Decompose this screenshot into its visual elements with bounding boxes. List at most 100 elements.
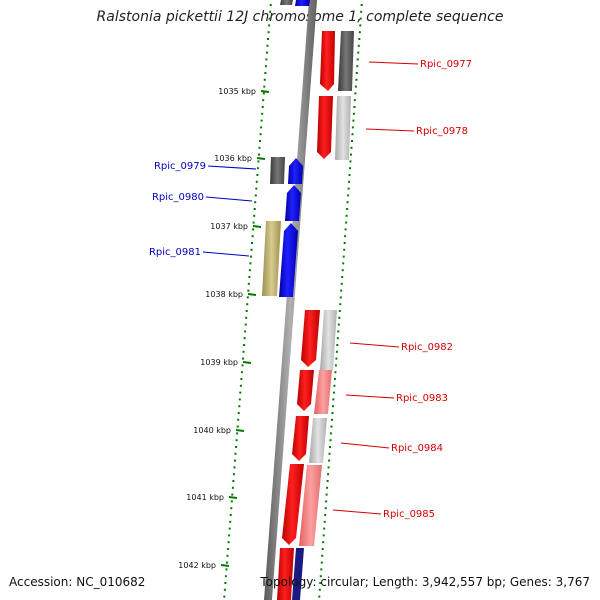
tick-dot <box>330 432 332 435</box>
gene-arrow-rpic-0977 <box>320 31 335 91</box>
gene-arrow-rpic-0982 <box>301 310 320 367</box>
tick-dot <box>323 520 326 523</box>
tick-dot <box>358 31 361 34</box>
tick-dot <box>324 507 327 510</box>
tick-dot <box>342 262 345 265</box>
tick-dot <box>229 520 232 523</box>
tick-dot <box>232 473 235 476</box>
tick-dot <box>337 330 340 333</box>
tick-dot <box>234 459 236 462</box>
map-title: Ralstonia pickettii 12J chromosome 1, co… <box>96 9 504 25</box>
tick-dot <box>344 228 347 231</box>
tick-dot <box>353 99 356 102</box>
gene-arrow-rpic-0981 <box>279 223 298 297</box>
tick-dot <box>242 350 245 353</box>
tick-dot <box>239 384 242 387</box>
tick-dot <box>223 595 226 598</box>
tick-dot <box>241 364 244 367</box>
tick-dot <box>244 330 247 333</box>
tick-dot <box>256 167 259 170</box>
tick-dot <box>331 418 333 421</box>
tick-dot <box>240 378 243 380</box>
feature-block <box>314 370 332 414</box>
feature-block <box>338 31 354 91</box>
tick-dot <box>227 541 230 544</box>
tick-dot <box>332 398 335 401</box>
tick-dot <box>266 44 269 47</box>
gene-label-rpic-0981: Rpic_0981 <box>149 247 201 258</box>
tick-dot <box>252 221 255 224</box>
tick-dot <box>327 466 330 469</box>
tick-dot <box>250 248 253 251</box>
gene-track <box>277 0 335 600</box>
tick-dot <box>344 235 347 238</box>
tick-dot <box>251 235 254 238</box>
tick-dot <box>324 514 327 516</box>
tick-dot <box>246 303 249 306</box>
outer-tick-track <box>318 4 363 598</box>
tick-dot <box>260 126 263 129</box>
feature-block <box>309 418 327 463</box>
scale-tick <box>260 90 270 93</box>
tick-dot <box>269 10 272 13</box>
scale-label: 1042 kbp <box>178 561 216 570</box>
tick-dot <box>261 106 264 108</box>
tick-dot <box>251 242 253 244</box>
tick-dot <box>248 276 251 278</box>
tick-dot <box>352 119 355 122</box>
tick-dot <box>328 459 331 462</box>
gene-labels-reverse: Rpic_0979 Rpic_0980 Rpic_0981 <box>149 161 257 258</box>
tick-dot <box>238 398 241 401</box>
tick-dot <box>351 126 354 129</box>
tick-dot <box>342 255 345 258</box>
leader-line <box>345 394 395 399</box>
feature-block <box>335 96 351 160</box>
scale-label: 1036 kbp <box>214 154 252 163</box>
tick-dot <box>343 248 346 251</box>
feature-block <box>320 310 337 370</box>
feature-block <box>270 157 285 184</box>
leader-line <box>340 442 390 449</box>
tick-dot <box>350 146 353 149</box>
feature-block <box>280 0 293 5</box>
scale-tick <box>247 293 257 296</box>
gene-labels-forward: Rpic_0977 Rpic_0978 Rpic_0982 Rpic_0983 … <box>332 59 472 520</box>
tick-dot <box>258 146 261 149</box>
tick-dot <box>340 282 343 285</box>
gene-arrow-rpic-0979 <box>288 158 303 184</box>
tick-dot <box>237 418 240 421</box>
tick-dot <box>264 72 267 74</box>
feature-track-outer <box>262 0 354 600</box>
tick-dot <box>331 412 334 414</box>
tick-dot <box>226 554 229 557</box>
tick-dot <box>254 194 257 197</box>
tick-dot <box>330 425 333 428</box>
tick-dot <box>345 221 348 224</box>
tick-dot <box>224 582 227 584</box>
tick-dot <box>256 174 259 176</box>
gene-arrow-rpic-0980 <box>285 185 301 221</box>
leader-line <box>349 342 400 348</box>
scale-label: 1039 kbp <box>200 358 238 367</box>
tick-dot <box>356 58 359 61</box>
tick-dot <box>354 92 357 95</box>
tick-dot <box>318 595 321 598</box>
tick-dot <box>257 160 260 163</box>
tick-dot <box>235 439 238 442</box>
tick-dot <box>351 140 353 142</box>
gene-arrow-rpic-0983 <box>297 370 314 411</box>
tick-dot <box>268 24 271 27</box>
tick-dot <box>249 262 252 265</box>
scale-label: 1035 kbp <box>218 87 256 96</box>
gene-arrow-prev <box>295 0 310 6</box>
gene-label-rpic-0980: Rpic_0980 <box>152 192 204 203</box>
tick-dot <box>260 119 263 122</box>
feature-block <box>262 221 281 296</box>
tick-dot <box>352 112 355 115</box>
scale-label: 1037 kbp <box>210 222 248 231</box>
feature-block <box>292 548 304 600</box>
tick-dot <box>349 160 352 163</box>
tick-dot <box>247 289 250 292</box>
tick-dot <box>230 507 233 510</box>
tick-dot <box>328 452 331 455</box>
